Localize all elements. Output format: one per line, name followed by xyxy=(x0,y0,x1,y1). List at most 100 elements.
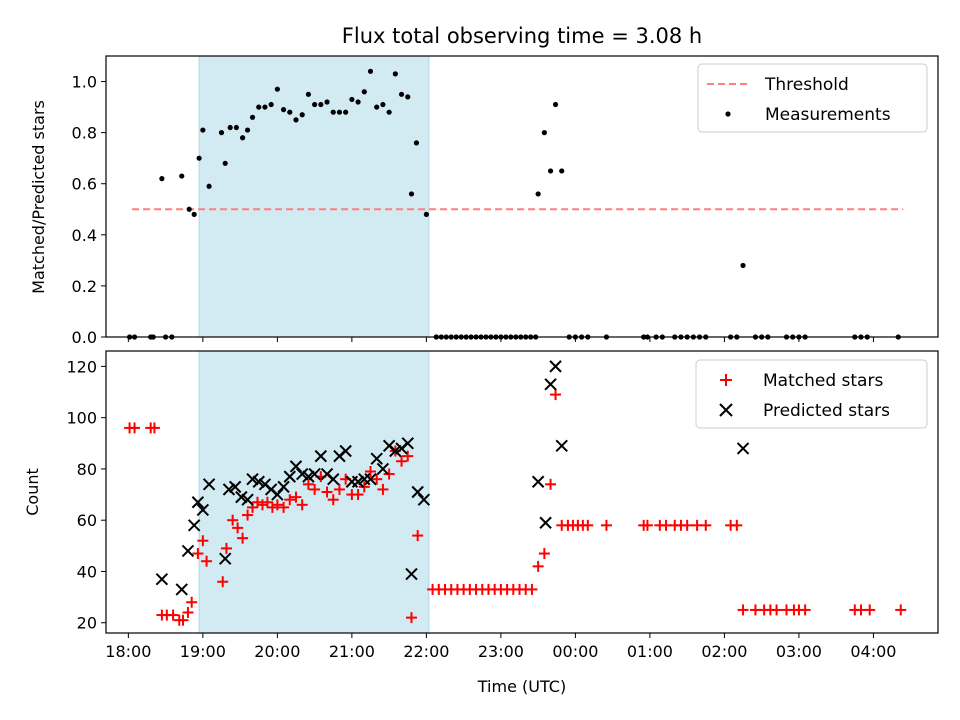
predicted-star-stroke xyxy=(289,460,303,473)
predicted-star-point xyxy=(302,470,315,483)
matched-star-point xyxy=(290,491,302,503)
predicted-star-point xyxy=(314,449,328,463)
matched-star-point xyxy=(545,478,557,490)
matched-star-point xyxy=(237,532,249,544)
bottom-axes-frame xyxy=(105,350,939,634)
matched-star-point xyxy=(201,555,213,567)
measurement-point xyxy=(367,68,374,74)
measurement-point xyxy=(239,135,246,141)
predicted-star-stroke xyxy=(271,488,284,501)
measurement-point xyxy=(330,109,336,115)
predicted-star-point xyxy=(289,460,303,473)
predicted-star-point xyxy=(736,442,750,455)
x-tick-label: 20:00 xyxy=(254,642,300,661)
chart-title: Flux total observing time = 3.08 h xyxy=(342,24,702,48)
matched-star-point xyxy=(402,450,414,462)
predicted-star-stroke xyxy=(235,490,248,504)
matched-star-point xyxy=(197,535,209,547)
predicted-star-stroke xyxy=(389,444,402,458)
matched-star-point xyxy=(600,519,612,531)
predicted-star-stroke xyxy=(411,485,424,499)
predicted-star-point xyxy=(389,444,402,458)
measurement-point xyxy=(398,91,405,97)
predicted-star-point xyxy=(370,452,383,465)
predicted-star-stroke xyxy=(175,583,188,596)
predicted-star-stroke xyxy=(219,552,232,565)
predicted-star-stroke xyxy=(241,493,254,506)
predicted-star-stroke xyxy=(544,378,557,391)
measurement-point xyxy=(287,109,293,115)
predicted-star-stroke xyxy=(327,472,340,486)
predicted-star-stroke xyxy=(417,493,431,506)
matched-star-point xyxy=(327,494,339,506)
matched-star-point xyxy=(217,576,229,588)
predicted-star-point xyxy=(155,572,169,586)
top-observing-interval-shade xyxy=(198,55,430,338)
matched-star-point xyxy=(405,612,417,624)
predicted-star-stroke xyxy=(339,444,352,458)
measurement-point xyxy=(222,160,228,166)
matched-star-point xyxy=(182,606,194,618)
measurement-point xyxy=(392,71,398,77)
matched-star-point xyxy=(396,455,408,467)
predicted-star-point xyxy=(246,472,259,486)
bottom-y-tick-label: 80 xyxy=(77,460,97,479)
predicted-star-point xyxy=(364,472,377,486)
matched-star-point xyxy=(309,483,321,495)
top-y-tick-label: 0.2 xyxy=(72,277,97,296)
predicted-star-point xyxy=(228,480,242,494)
matched-star-point xyxy=(167,609,179,621)
measurements-legend-label: Measurements xyxy=(765,105,891,125)
matched-legend-swatch xyxy=(720,374,732,386)
measurement-point xyxy=(336,109,343,115)
matched-star-point xyxy=(582,519,594,531)
x-tick-label: 22:00 xyxy=(403,642,449,661)
bottom-legend: Matched stars Predicted stars xyxy=(695,359,928,429)
matched-star-point xyxy=(148,422,160,434)
matched-star-point xyxy=(129,422,141,434)
bottom-legend-box xyxy=(695,359,928,429)
x-tick-label: 23:00 xyxy=(478,642,524,661)
measurement-point xyxy=(374,104,380,110)
matched-star-point xyxy=(532,560,544,572)
x-tick-label: 04:00 xyxy=(850,642,896,661)
predicted-star-point xyxy=(191,496,205,509)
predicted-legend-swatch xyxy=(719,403,733,417)
predicted-star-stroke xyxy=(228,480,242,494)
x-tick-label: 21:00 xyxy=(329,642,375,661)
predicted-star-stroke xyxy=(555,439,568,453)
matched-star-point xyxy=(377,483,389,495)
predicted-star-stroke xyxy=(405,567,418,581)
predicted-star-stroke xyxy=(302,470,315,483)
measurement-point xyxy=(361,89,367,95)
x-tick-label: 03:00 xyxy=(776,642,822,661)
matched-star-point xyxy=(284,494,296,506)
predicted-star-stroke xyxy=(539,516,552,529)
predicted-star-point xyxy=(277,480,290,494)
top-y-tick-label: 1.0 xyxy=(72,73,97,92)
measurement-point xyxy=(343,109,349,115)
measurement-point xyxy=(293,117,299,123)
matched-star-point xyxy=(192,548,204,560)
predicted-star-point xyxy=(549,360,562,373)
matched-star-point xyxy=(333,483,345,495)
predicted-star-stroke xyxy=(246,472,259,486)
top-legend-box xyxy=(697,63,928,133)
measurement-point xyxy=(218,130,225,136)
predicted-star-stroke xyxy=(258,478,272,491)
predicted-star-stroke xyxy=(531,475,545,488)
top-axes-frame xyxy=(105,55,939,338)
measurement-point xyxy=(547,168,554,174)
measurement-point xyxy=(423,211,429,217)
matched-star-point xyxy=(220,542,232,554)
predicted-star-point xyxy=(283,470,296,483)
measurement-point xyxy=(386,109,392,115)
predicted-star-stroke xyxy=(376,462,390,476)
matched-star-point xyxy=(641,519,653,531)
top-y-tick-label: 0.0 xyxy=(72,328,97,347)
predicted-star-point xyxy=(222,483,236,496)
matched-star-point xyxy=(700,519,712,531)
predicted-star-point xyxy=(196,503,210,517)
matched-star-point xyxy=(251,496,263,508)
measurement-point xyxy=(206,183,212,189)
